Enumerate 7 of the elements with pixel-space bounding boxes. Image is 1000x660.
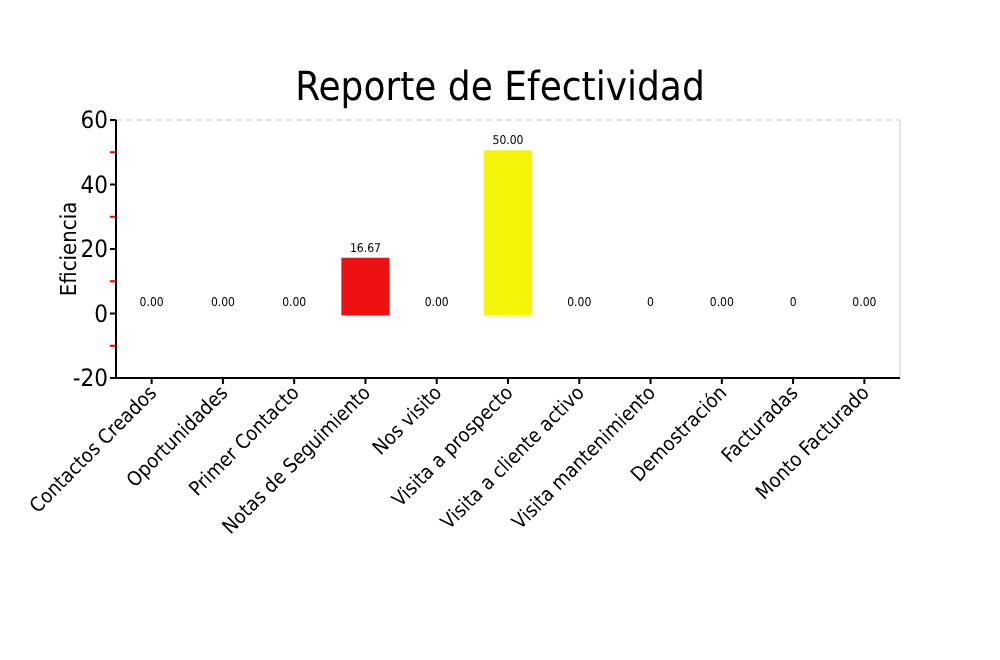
y-tick-label: 60 <box>80 106 109 134</box>
y-tick-label: 40 <box>80 170 109 199</box>
y-tick-label: -20 <box>72 364 109 392</box>
chart-title: Reporte de Efectividad <box>295 62 705 110</box>
y-tick-label: 0 <box>94 299 109 328</box>
y-tick-label: 20 <box>80 235 109 263</box>
y-axis-title: Eficiencia <box>56 201 82 297</box>
